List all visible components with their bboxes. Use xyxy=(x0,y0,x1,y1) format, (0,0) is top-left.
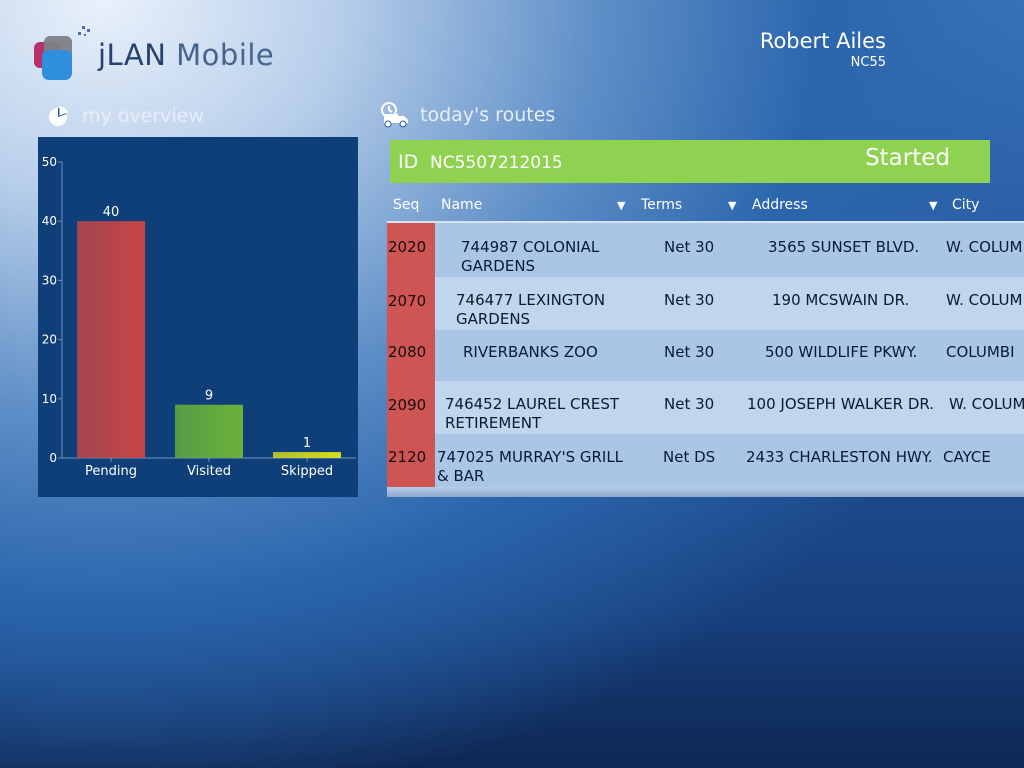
seq-cell: 2090 xyxy=(387,381,435,434)
grid-bottom-edge xyxy=(387,487,1024,497)
table-row[interactable]: 2120 747025 MURRAY'S GRILL & BAR Net DS 2… xyxy=(387,434,1024,497)
user-name: Robert Ailes xyxy=(759,29,886,53)
terms-cell: Net 30 xyxy=(664,343,715,361)
routes-grid-header: Seq Name ▼ Terms ▼ Address ▼ City xyxy=(387,193,1024,221)
app-name-suffix: Mobile xyxy=(176,38,275,72)
name-cell: 746452 LAUREL CREST RETIREMENT xyxy=(445,395,620,432)
column-header-terms[interactable]: Terms xyxy=(641,197,683,213)
bar-value-label: 1 xyxy=(303,436,311,451)
app-name-prefix: jLAN xyxy=(98,38,167,72)
address-cell: 100 JOSEPH WALKER DR. xyxy=(747,395,935,413)
route-id-bar[interactable]: ID NC5507212015 Started xyxy=(390,140,990,183)
x-tick-label: Skipped xyxy=(281,464,333,479)
app-name: jLAN Mobile xyxy=(98,38,274,72)
route-id-value: NC5507212015 xyxy=(430,153,563,173)
name-cell: 744987 COLONIAL GARDENS xyxy=(461,238,600,275)
bar-value-label: 40 xyxy=(103,205,120,220)
y-tick-label: 0 xyxy=(49,451,57,465)
terms-cell: Net 30 xyxy=(664,238,715,256)
column-header-seq[interactable]: Seq xyxy=(393,197,420,213)
bar-value-label: 9 xyxy=(205,389,213,404)
y-tick-label: 40 xyxy=(42,214,57,228)
city-cell: W. COLUM xyxy=(946,238,1023,256)
city-cell: W. COLUM xyxy=(949,395,1024,413)
delivery-truck-clock-icon xyxy=(381,102,408,128)
x-tick-label: Visited xyxy=(187,464,231,479)
bar-skipped xyxy=(273,452,341,458)
overview-heading: my overview xyxy=(46,104,204,128)
route-id-label: ID xyxy=(398,151,419,173)
seq-cell: 2070 xyxy=(387,277,435,330)
overview-chart: 0 10 20 30 40 50 40 Pending 9 Visited 1 Skipped xyxy=(38,137,358,497)
seq-cell: 2020 xyxy=(387,223,435,277)
app-logo: jLAN Mobile xyxy=(32,16,282,86)
table-row[interactable]: 2070 746477 LEXINGTON GARDENS Net 30 190 … xyxy=(387,277,1024,330)
route-status: Started xyxy=(865,145,950,171)
address-filter-icon[interactable]: ▼ xyxy=(929,199,938,212)
terms-cell: Net 30 xyxy=(664,291,715,309)
user-code: NC55 xyxy=(850,55,886,70)
address-cell: 500 WILDLIFE PKWY. xyxy=(765,343,918,361)
routes-heading: today's routes xyxy=(380,102,555,128)
routes-grid: 2020 744987 COLONIAL GARDENS Net 30 3565 … xyxy=(387,223,1024,497)
grid-header-divider xyxy=(387,221,1024,223)
column-header-address[interactable]: Address xyxy=(752,197,808,213)
name-filter-icon[interactable]: ▼ xyxy=(617,199,626,212)
pie-chart-icon xyxy=(49,106,68,126)
city-cell: COLUMBI xyxy=(946,343,1015,361)
name-cell: 747025 MURRAY'S GRILL & BAR xyxy=(437,448,624,485)
address-cell: 190 MCSWAIN DR. xyxy=(772,291,910,309)
address-cell: 2433 CHARLESTON HWY. xyxy=(746,448,933,466)
y-tick-label: 50 xyxy=(42,155,57,169)
city-cell: W. COLUM xyxy=(946,291,1023,309)
name-cell: 746477 LEXINGTON GARDENS xyxy=(456,291,606,328)
bar-pending xyxy=(77,221,145,458)
address-cell: 3565 SUNSET BLVD. xyxy=(768,238,920,256)
overview-title: my overview xyxy=(82,105,204,127)
column-header-name[interactable]: Name xyxy=(441,197,483,213)
jlan-logo-icon xyxy=(34,26,90,80)
x-tick-label: Pending xyxy=(85,464,137,479)
table-row[interactable]: 2090 746452 LAUREL CREST RETIREMENT Net 3… xyxy=(387,381,1024,434)
user-info: Robert Ailes NC55 xyxy=(760,28,886,72)
column-header-city[interactable]: City xyxy=(952,197,980,213)
terms-cell: Net DS xyxy=(663,448,716,466)
terms-filter-icon[interactable]: ▼ xyxy=(728,199,737,212)
overview-bar-chart: 0 10 20 30 40 50 40 Pending 9 Visited 1 Skipped xyxy=(42,155,356,479)
y-tick-label: 10 xyxy=(42,392,57,406)
y-tick-label: 30 xyxy=(42,273,57,287)
seq-cell: 2080 xyxy=(387,330,435,381)
name-cell: RIVERBANKS ZOO xyxy=(463,343,598,361)
seq-cell: 2120 xyxy=(387,434,435,497)
terms-cell: Net 30 xyxy=(664,395,715,413)
routes-title: today's routes xyxy=(420,104,556,126)
city-cell: CAYCE xyxy=(943,448,991,466)
bar-visited xyxy=(175,404,243,458)
table-row[interactable]: 2020 744987 COLONIAL GARDENS Net 30 3565 … xyxy=(387,223,1024,277)
table-row[interactable]: 2080 RIVERBANKS ZOO Net 30 500 WILDLIFE … xyxy=(387,330,1024,381)
y-tick-label: 20 xyxy=(42,333,57,347)
